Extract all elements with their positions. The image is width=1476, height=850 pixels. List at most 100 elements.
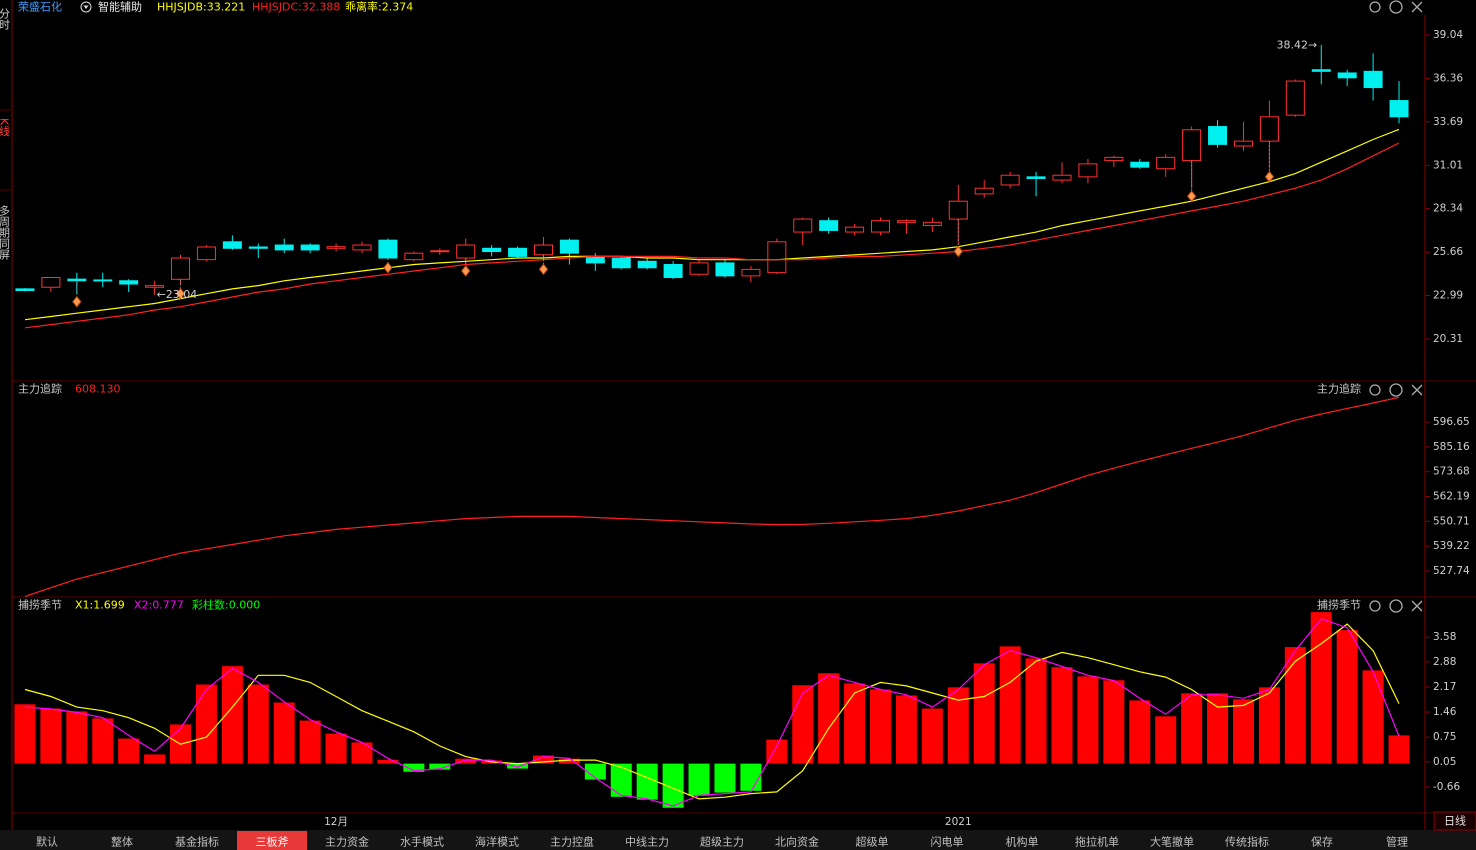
bar (92, 718, 114, 764)
bar (714, 763, 736, 793)
tab[interactable]: 基金指标 (175, 835, 219, 849)
bar (429, 763, 451, 770)
candle-body (1000, 174, 1020, 186)
signal-marker (175, 287, 186, 300)
candle-body (1182, 129, 1202, 162)
close-icon[interactable] (1411, 384, 1423, 396)
tab[interactable]: 主力控盘 (550, 835, 594, 849)
bar (1155, 716, 1177, 764)
tab[interactable]: 闪电单 (931, 835, 964, 849)
bar (377, 759, 399, 764)
candle-body (1026, 176, 1046, 179)
close-icon[interactable] (1411, 600, 1423, 612)
bar (195, 684, 217, 764)
tab[interactable]: 超级主力 (700, 835, 744, 849)
annotation: ←23.04 (157, 288, 198, 301)
y-tick-label: 3.58 (1433, 631, 1456, 643)
candle-body (145, 285, 165, 288)
settings-icon[interactable] (1369, 384, 1381, 396)
candle-body (767, 241, 787, 274)
help-icon[interactable] (1389, 599, 1403, 613)
tab[interactable]: 管理 (1386, 835, 1408, 849)
tab[interactable]: 中线主力 (625, 835, 669, 849)
candle-body (896, 220, 916, 223)
bar (740, 763, 762, 791)
candle-body (67, 278, 87, 282)
legend-entry: X1:1.699 (75, 599, 125, 612)
candle-body (404, 252, 424, 261)
stock-name[interactable]: 荣盛石化 (18, 0, 62, 14)
bar (870, 689, 892, 764)
tab[interactable]: 超级单 (856, 835, 889, 849)
y-tick-label: 0.05 (1433, 756, 1456, 768)
dropdown-icon[interactable] (80, 1, 92, 13)
tab[interactable]: 传统指标 (1225, 835, 1269, 849)
tab[interactable]: 拖拉机单 (1075, 835, 1119, 849)
settings-icon[interactable] (1369, 1, 1381, 13)
bar (610, 763, 632, 797)
bar (14, 704, 36, 764)
candle-body (1104, 156, 1124, 162)
bar (1232, 699, 1254, 764)
tab[interactable]: 整体 (111, 835, 133, 849)
bar (973, 663, 995, 764)
bar (792, 685, 814, 764)
bar (247, 684, 269, 764)
tab[interactable]: 北向资金 (775, 835, 819, 849)
header-item: 乖离率:2.374 (345, 0, 413, 14)
candle-body (1259, 116, 1279, 142)
bar (999, 646, 1021, 764)
tab[interactable]: 机构单 (1006, 835, 1039, 849)
candle-body (326, 246, 346, 249)
candle-body (1156, 156, 1176, 170)
candle-body (274, 244, 294, 251)
candle-body (819, 220, 839, 231)
y-tick-label: 0.75 (1433, 731, 1456, 743)
signal-marker (953, 245, 963, 258)
period-box[interactable] (1433, 811, 1476, 831)
x-tick-label: 2021 (945, 816, 972, 828)
bar (299, 720, 321, 764)
y-tick-label: 596.65 (1433, 416, 1470, 428)
legend-entry: HHJSJDB:33.221 (157, 1, 245, 14)
candle-body (974, 187, 994, 195)
candle-body (715, 262, 735, 277)
settings-icon[interactable] (1369, 600, 1381, 612)
candle-body (1208, 126, 1228, 145)
period-label[interactable]: 日线 (1444, 814, 1466, 828)
tab[interactable]: 大笔撤单 (1150, 835, 1194, 849)
help-icon[interactable] (1389, 0, 1403, 14)
candle-body (41, 277, 61, 288)
tab[interactable]: 三板斧 (256, 835, 289, 849)
bar (351, 742, 373, 764)
y-tick-label: 36.36 (1433, 72, 1463, 84)
candle-body (508, 247, 528, 257)
help-icon[interactable] (1389, 383, 1403, 397)
tab[interactable]: 主力资金 (325, 835, 369, 849)
y-tick-label: 1.46 (1433, 706, 1457, 718)
signal-marker (538, 263, 549, 276)
signal-marker (383, 261, 393, 274)
side-tab[interactable]: K线 (0, 118, 11, 136)
y-tick-label: 25.66 (1433, 246, 1463, 258)
candle-body (352, 244, 372, 251)
close-icon[interactable] (1411, 1, 1423, 13)
tab[interactable]: 保存 (1311, 835, 1333, 849)
tab[interactable]: 海洋模式 (475, 835, 519, 849)
candle-body (196, 246, 216, 261)
bar (1310, 612, 1332, 764)
bar (636, 763, 658, 800)
side-tab[interactable]: 多周期同屏 (0, 204, 11, 261)
indicator-name[interactable]: 智能辅助 (98, 0, 142, 14)
candle-body (1078, 163, 1098, 178)
bar (1388, 735, 1410, 764)
tab[interactable]: 默认 (36, 836, 58, 849)
tab[interactable]: 水手模式 (400, 835, 444, 849)
candle-body (171, 257, 191, 280)
panel-title: 主力追踪 (18, 382, 62, 396)
y-tick-label: 539.22 (1433, 540, 1470, 552)
bar (325, 733, 347, 764)
candle-body (482, 247, 502, 253)
side-tab[interactable]: 分时 (0, 8, 11, 30)
bar (221, 666, 243, 764)
